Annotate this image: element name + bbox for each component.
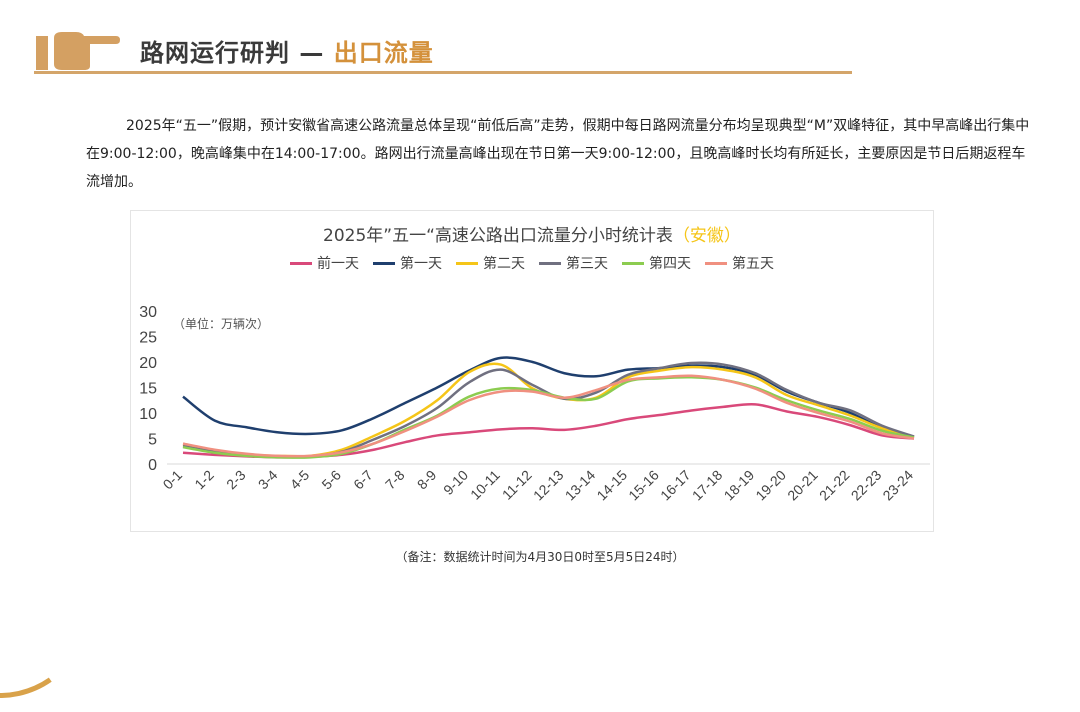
legend-label: 第四天 (649, 256, 691, 272)
series-line-第五天 (182, 374, 915, 458)
title-accent: 出口流量 (333, 39, 434, 67)
x-tick-label: 23-24 (879, 467, 916, 504)
x-tick-label: 0-1 (159, 467, 185, 493)
x-tick-label: 12-13 (530, 467, 567, 504)
x-tick-label: 15-16 (625, 467, 662, 504)
chart-container: 2025年”五一“高速公路出口流量分小时统计表（安徽） 前一天 第一天 第二天 第三天… (130, 210, 934, 532)
series-line-第一天 (182, 356, 915, 439)
x-tick-label: 3-4 (255, 467, 281, 493)
legend-swatch (373, 261, 395, 265)
x-tick-label: 6-7 (350, 467, 376, 493)
x-tick-label: 17-18 (689, 467, 726, 504)
legend-item[interactable]: 第五天 (705, 253, 774, 273)
chart-title: 2025年”五一“高速公路出口流量分小时统计表（安徽） (131, 221, 933, 246)
x-tick-label: 21-22 (816, 467, 853, 504)
y-tick-label: 0 (148, 457, 157, 474)
chart-title-main: 2025年”五一“高速公路出口流量分小时统计表 (323, 226, 673, 246)
footnote: （备注：数据统计时间为4月30日0时至5月5日24时） (395, 550, 685, 564)
chart-title-accent: （安徽） (672, 226, 741, 246)
legend-item[interactable]: 第三天 (539, 253, 608, 273)
x-tick-label: 8-9 (414, 467, 440, 493)
summary-paragraph: 2025年“五一”假期，预计安徽省高速公路流量总体呈现“前低后高”走势，假期中每… (86, 118, 1030, 190)
x-tick-label: 16-17 (657, 467, 694, 504)
x-tick-label: 18-19 (721, 467, 758, 504)
y-tick-label: 10 (139, 406, 157, 423)
y-tick-label: 25 (139, 330, 157, 347)
legend-item[interactable]: 第一天 (373, 253, 442, 273)
page-title: 路网运行研判 — 出口流量 (140, 33, 434, 68)
x-tick-label: 22-23 (848, 467, 885, 504)
series-line-前一天 (182, 402, 915, 459)
legend-item[interactable]: 第二天 (456, 253, 525, 273)
line-chart: 0 5 10 15 20 25 30 0-1 1-2 2-3 3-4 4-5 5-6 6-7 7-8 8-9 9… (139, 304, 930, 504)
x-tick-label: 2-3 (223, 467, 249, 493)
x-tick-label: 13-14 (562, 467, 599, 504)
x-tick-label: 14-15 (593, 467, 630, 504)
chart-legend: 前一天 第一天 第二天 第三天 第四天 第五天 (131, 253, 933, 273)
series-line-第四天 (182, 375, 915, 459)
legend-swatch (705, 261, 727, 265)
y-tick-label: 15 (139, 381, 157, 398)
y-tick-label: 20 (139, 355, 157, 372)
legend-item[interactable]: 前一天 (290, 253, 359, 273)
unit-label: （单位：万辆次） (173, 317, 270, 331)
legend-label: 前一天 (317, 256, 359, 272)
legend-item[interactable]: 第四天 (622, 253, 691, 273)
title-main: 路网运行研判 — (140, 39, 325, 67)
x-tick-label: 7-8 (382, 467, 408, 493)
legend-swatch (456, 261, 478, 265)
legend-swatch (622, 261, 644, 265)
x-tick-label: 4-5 (287, 467, 313, 493)
x-tick-label: 20-21 (784, 467, 821, 504)
header-divider (34, 71, 852, 74)
x-tick-label: 19-20 (752, 467, 789, 504)
y-tick-label: 5 (148, 432, 157, 449)
x-tick-label: 1-2 (191, 467, 217, 493)
x-tick-label: 9-10 (440, 467, 471, 498)
x-tick-label: 10-11 (467, 467, 503, 503)
x-tick-label: 5-6 (318, 467, 344, 493)
legend-swatch (290, 261, 312, 265)
legend-label: 第二天 (483, 256, 525, 272)
pointing-hand-icon (36, 32, 120, 70)
legend-label: 第一天 (400, 256, 442, 272)
series-line-第二天 (182, 362, 915, 458)
decorative-arc-top-right (956, 0, 1080, 124)
legend-label: 第五天 (732, 256, 774, 272)
legend-label: 第三天 (566, 256, 608, 272)
x-tick-label: 11-12 (499, 467, 535, 503)
legend-swatch (539, 261, 561, 265)
y-tick-label: 30 (139, 304, 157, 321)
